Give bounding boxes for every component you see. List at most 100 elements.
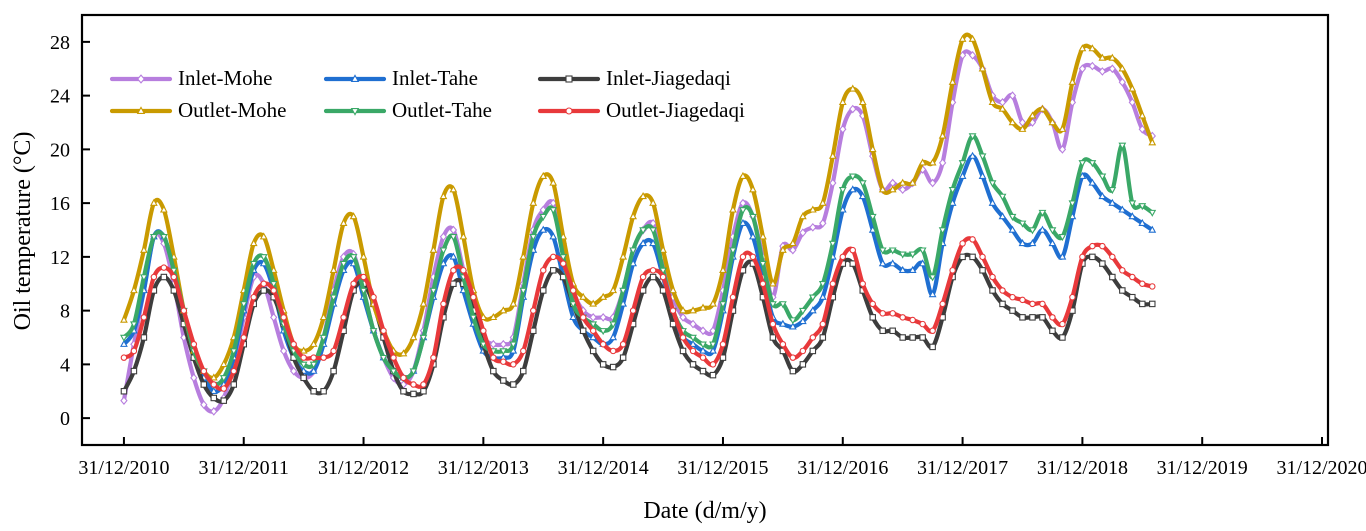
- data-point-outlet-mohe: [609, 286, 618, 294]
- data-point-outlet-jiagedaqi: [999, 287, 1006, 294]
- data-point-outlet-jiagedaqi: [460, 267, 467, 274]
- series-lines: [120, 32, 1157, 416]
- data-point-inlet-tahe: [778, 319, 787, 327]
- data-point-inlet-tahe: [838, 205, 847, 213]
- data-point-outlet-jiagedaqi: [1119, 267, 1126, 274]
- data-point-outlet-jiagedaqi: [380, 327, 387, 335]
- x-tick-label: 31/12/2011: [199, 457, 289, 479]
- data-point-inlet-jiagedaqi: [789, 367, 797, 375]
- data-point-outlet-jiagedaqi: [420, 381, 427, 388]
- data-point-outlet-tahe: [599, 328, 608, 336]
- data-point-outlet-mohe: [1118, 64, 1127, 72]
- data-point-outlet-mohe: [349, 212, 358, 220]
- data-point-outlet-tahe: [1128, 200, 1137, 208]
- data-point-outlet-tahe: [778, 301, 787, 309]
- data-point-inlet-jiagedaqi: [1019, 314, 1026, 321]
- data-point-outlet-mohe: [1008, 118, 1017, 126]
- data-point-inlet-jiagedaqi: [490, 367, 497, 375]
- data-point-inlet-jiagedaqi: [919, 334, 926, 341]
- data-point-inlet-tahe: [1038, 225, 1047, 233]
- data-point-outlet-tahe: [798, 307, 807, 316]
- data-point-inlet-tahe: [1048, 239, 1057, 247]
- data-point-outlet-mohe: [1068, 77, 1077, 85]
- data-point-inlet-tahe: [798, 316, 807, 325]
- data-point-outlet-tahe: [649, 227, 657, 235]
- data-point-outlet-jiagedaqi: [320, 354, 327, 361]
- data-point-outlet-mohe: [1128, 84, 1137, 92]
- data-point-inlet-jiagedaqi: [909, 334, 916, 341]
- data-point-inlet-jiagedaqi: [1149, 300, 1156, 308]
- data-point-outlet-tahe: [998, 193, 1007, 201]
- data-point-inlet-jiagedaqi: [709, 371, 717, 379]
- data-point-inlet-jiagedaqi: [1089, 253, 1096, 261]
- legend-item-outlet-mohe: Outlet-Mohe: [109, 98, 286, 122]
- data-point-inlet-jiagedaqi: [699, 367, 707, 375]
- data-point-inlet-mohe: [709, 326, 717, 336]
- data-point-inlet-mohe: [1138, 124, 1146, 134]
- data-point-outlet-jiagedaqi: [1009, 293, 1016, 301]
- data-point-inlet-tahe: [749, 232, 757, 240]
- data-point-inlet-mohe: [849, 104, 857, 114]
- data-point-inlet-jiagedaqi: [769, 334, 777, 341]
- data-point-outlet-tahe: [219, 375, 228, 383]
- data-point-outlet-mohe: [958, 34, 967, 42]
- data-point-outlet-mohe: [399, 349, 408, 357]
- data-point-outlet-tahe: [469, 314, 478, 322]
- data-point-outlet-jiagedaqi: [190, 340, 198, 348]
- data-point-outlet-mohe: [519, 252, 528, 260]
- data-point-outlet-tahe: [449, 234, 458, 242]
- data-point-outlet-jiagedaqi: [1089, 242, 1096, 250]
- data-point-outlet-tahe: [978, 153, 987, 161]
- data-point-outlet-jiagedaqi: [649, 267, 657, 274]
- data-point-outlet-mohe: [938, 131, 947, 139]
- data-point-inlet-mohe: [789, 245, 797, 255]
- data-point-inlet-jiagedaqi: [1029, 314, 1036, 321]
- data-point-outlet-mohe: [299, 346, 308, 354]
- data-point-inlet-jiagedaqi: [1099, 260, 1106, 267]
- data-point-outlet-tahe: [619, 287, 628, 295]
- data-point-outlet-tahe: [589, 321, 598, 329]
- axes-ticks: 0 4 8 12 16 20 24 28 31/12/2010 31/12/2011 31/12/2…: [50, 32, 1366, 479]
- data-point-inlet-tahe: [449, 252, 458, 260]
- data-point-outlet-tahe: [1058, 234, 1067, 242]
- data-point-inlet-mohe: [599, 312, 607, 322]
- data-point-outlet-jiagedaqi: [759, 280, 767, 287]
- data-point-outlet-mohe: [499, 306, 508, 314]
- data-point-outlet-jiagedaqi: [160, 264, 168, 271]
- data-point-outlet-mohe: [140, 245, 148, 253]
- data-point-outlet-tahe: [529, 234, 538, 242]
- series-outlet-tahe: [120, 133, 1157, 389]
- data-point-outlet-tahe: [559, 254, 568, 262]
- data-point-inlet-tahe: [439, 259, 448, 267]
- data-point-outlet-jiagedaqi: [270, 287, 277, 294]
- data-point-outlet-jiagedaqi: [1059, 320, 1066, 328]
- data-point-inlet-mohe: [1008, 91, 1017, 100]
- data-point-inlet-jiagedaqi: [510, 381, 517, 388]
- data-point-inlet-tahe: [699, 346, 707, 354]
- data-point-inlet-jiagedaqi: [589, 347, 597, 355]
- legend-swatch-marker: [136, 106, 146, 114]
- data-point-inlet-jiagedaqi: [999, 300, 1006, 308]
- data-point-inlet-mohe: [1098, 67, 1107, 76]
- data-point-outlet-mohe: [459, 232, 468, 240]
- data-point-outlet-mohe: [729, 205, 737, 213]
- data-point-outlet-jiagedaqi: [480, 327, 487, 335]
- data-point-outlet-tahe: [130, 321, 138, 329]
- data-point-outlet-tahe: [339, 260, 348, 268]
- data-point-inlet-tahe: [709, 346, 717, 354]
- data-point-outlet-jiagedaqi: [150, 273, 158, 281]
- series-outlet-jiagedaqi: [120, 236, 1156, 392]
- legend-label-inlet-jiagedaqi: Inlet-Jiagedaqi: [606, 66, 731, 90]
- data-point-outlet-mohe: [259, 232, 268, 240]
- data-point-inlet-jiagedaqi: [230, 381, 238, 388]
- data-point-outlet-mohe: [479, 312, 488, 321]
- data-point-inlet-jiagedaqi: [540, 287, 547, 294]
- data-point-inlet-jiagedaqi: [1109, 273, 1116, 281]
- data-point-outlet-jiagedaqi: [949, 267, 956, 274]
- data-point-inlet-tahe: [788, 322, 797, 330]
- data-point-inlet-jiagedaqi: [799, 361, 807, 368]
- data-point-outlet-tahe: [1068, 200, 1077, 208]
- data-point-inlet-tahe: [1078, 171, 1087, 179]
- data-point-inlet-mohe: [938, 158, 947, 168]
- data-point-outlet-mohe: [878, 185, 887, 193]
